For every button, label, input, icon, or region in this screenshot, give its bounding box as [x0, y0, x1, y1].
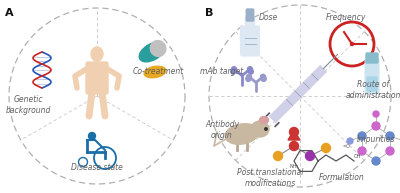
- Ellipse shape: [358, 147, 366, 155]
- Text: =O: =O: [342, 145, 350, 150]
- Ellipse shape: [372, 157, 380, 165]
- Ellipse shape: [246, 76, 251, 81]
- Text: Dose: Dose: [258, 14, 278, 23]
- Text: Route of
administration: Route of administration: [345, 80, 400, 100]
- Ellipse shape: [91, 47, 103, 61]
- Ellipse shape: [373, 111, 379, 117]
- Text: mAb target: mAb target: [200, 68, 244, 76]
- Ellipse shape: [144, 66, 166, 78]
- Ellipse shape: [251, 121, 269, 137]
- Polygon shape: [269, 65, 327, 123]
- Text: Post translational
modifications: Post translational modifications: [237, 168, 303, 188]
- Ellipse shape: [248, 67, 252, 72]
- Ellipse shape: [260, 74, 266, 79]
- Ellipse shape: [372, 122, 380, 130]
- Ellipse shape: [232, 67, 236, 72]
- Ellipse shape: [386, 147, 394, 155]
- Text: A: A: [5, 8, 14, 18]
- Ellipse shape: [290, 141, 298, 151]
- Text: NH₂: NH₂: [289, 164, 299, 169]
- Ellipse shape: [274, 152, 282, 161]
- Ellipse shape: [231, 69, 236, 74]
- Text: Antibody
origin: Antibody origin: [205, 120, 239, 140]
- Text: Impurities: Impurities: [357, 135, 395, 145]
- FancyBboxPatch shape: [245, 17, 255, 31]
- FancyBboxPatch shape: [246, 9, 254, 21]
- Ellipse shape: [261, 76, 266, 81]
- FancyBboxPatch shape: [365, 58, 379, 94]
- Text: B: B: [205, 8, 213, 18]
- Ellipse shape: [386, 132, 394, 140]
- Ellipse shape: [265, 128, 267, 130]
- Ellipse shape: [139, 42, 165, 62]
- Ellipse shape: [88, 133, 96, 140]
- Ellipse shape: [322, 144, 330, 152]
- Text: Frequency: Frequency: [326, 14, 366, 23]
- Ellipse shape: [350, 42, 354, 46]
- Text: OH: OH: [354, 155, 362, 159]
- Ellipse shape: [248, 69, 253, 74]
- Text: Co-treatment: Co-treatment: [132, 68, 184, 76]
- FancyBboxPatch shape: [86, 62, 108, 94]
- Ellipse shape: [290, 128, 298, 136]
- Ellipse shape: [225, 124, 259, 144]
- Ellipse shape: [347, 138, 353, 144]
- Ellipse shape: [246, 74, 252, 79]
- Ellipse shape: [150, 41, 166, 56]
- Text: Formulation: Formulation: [319, 174, 365, 183]
- Text: Disease state: Disease state: [71, 163, 123, 173]
- FancyBboxPatch shape: [240, 26, 260, 56]
- Ellipse shape: [260, 117, 268, 124]
- FancyBboxPatch shape: [367, 77, 377, 91]
- Polygon shape: [288, 130, 300, 140]
- Ellipse shape: [358, 132, 366, 140]
- Text: Genetic
background: Genetic background: [5, 95, 51, 115]
- Ellipse shape: [306, 152, 314, 161]
- FancyBboxPatch shape: [366, 53, 378, 63]
